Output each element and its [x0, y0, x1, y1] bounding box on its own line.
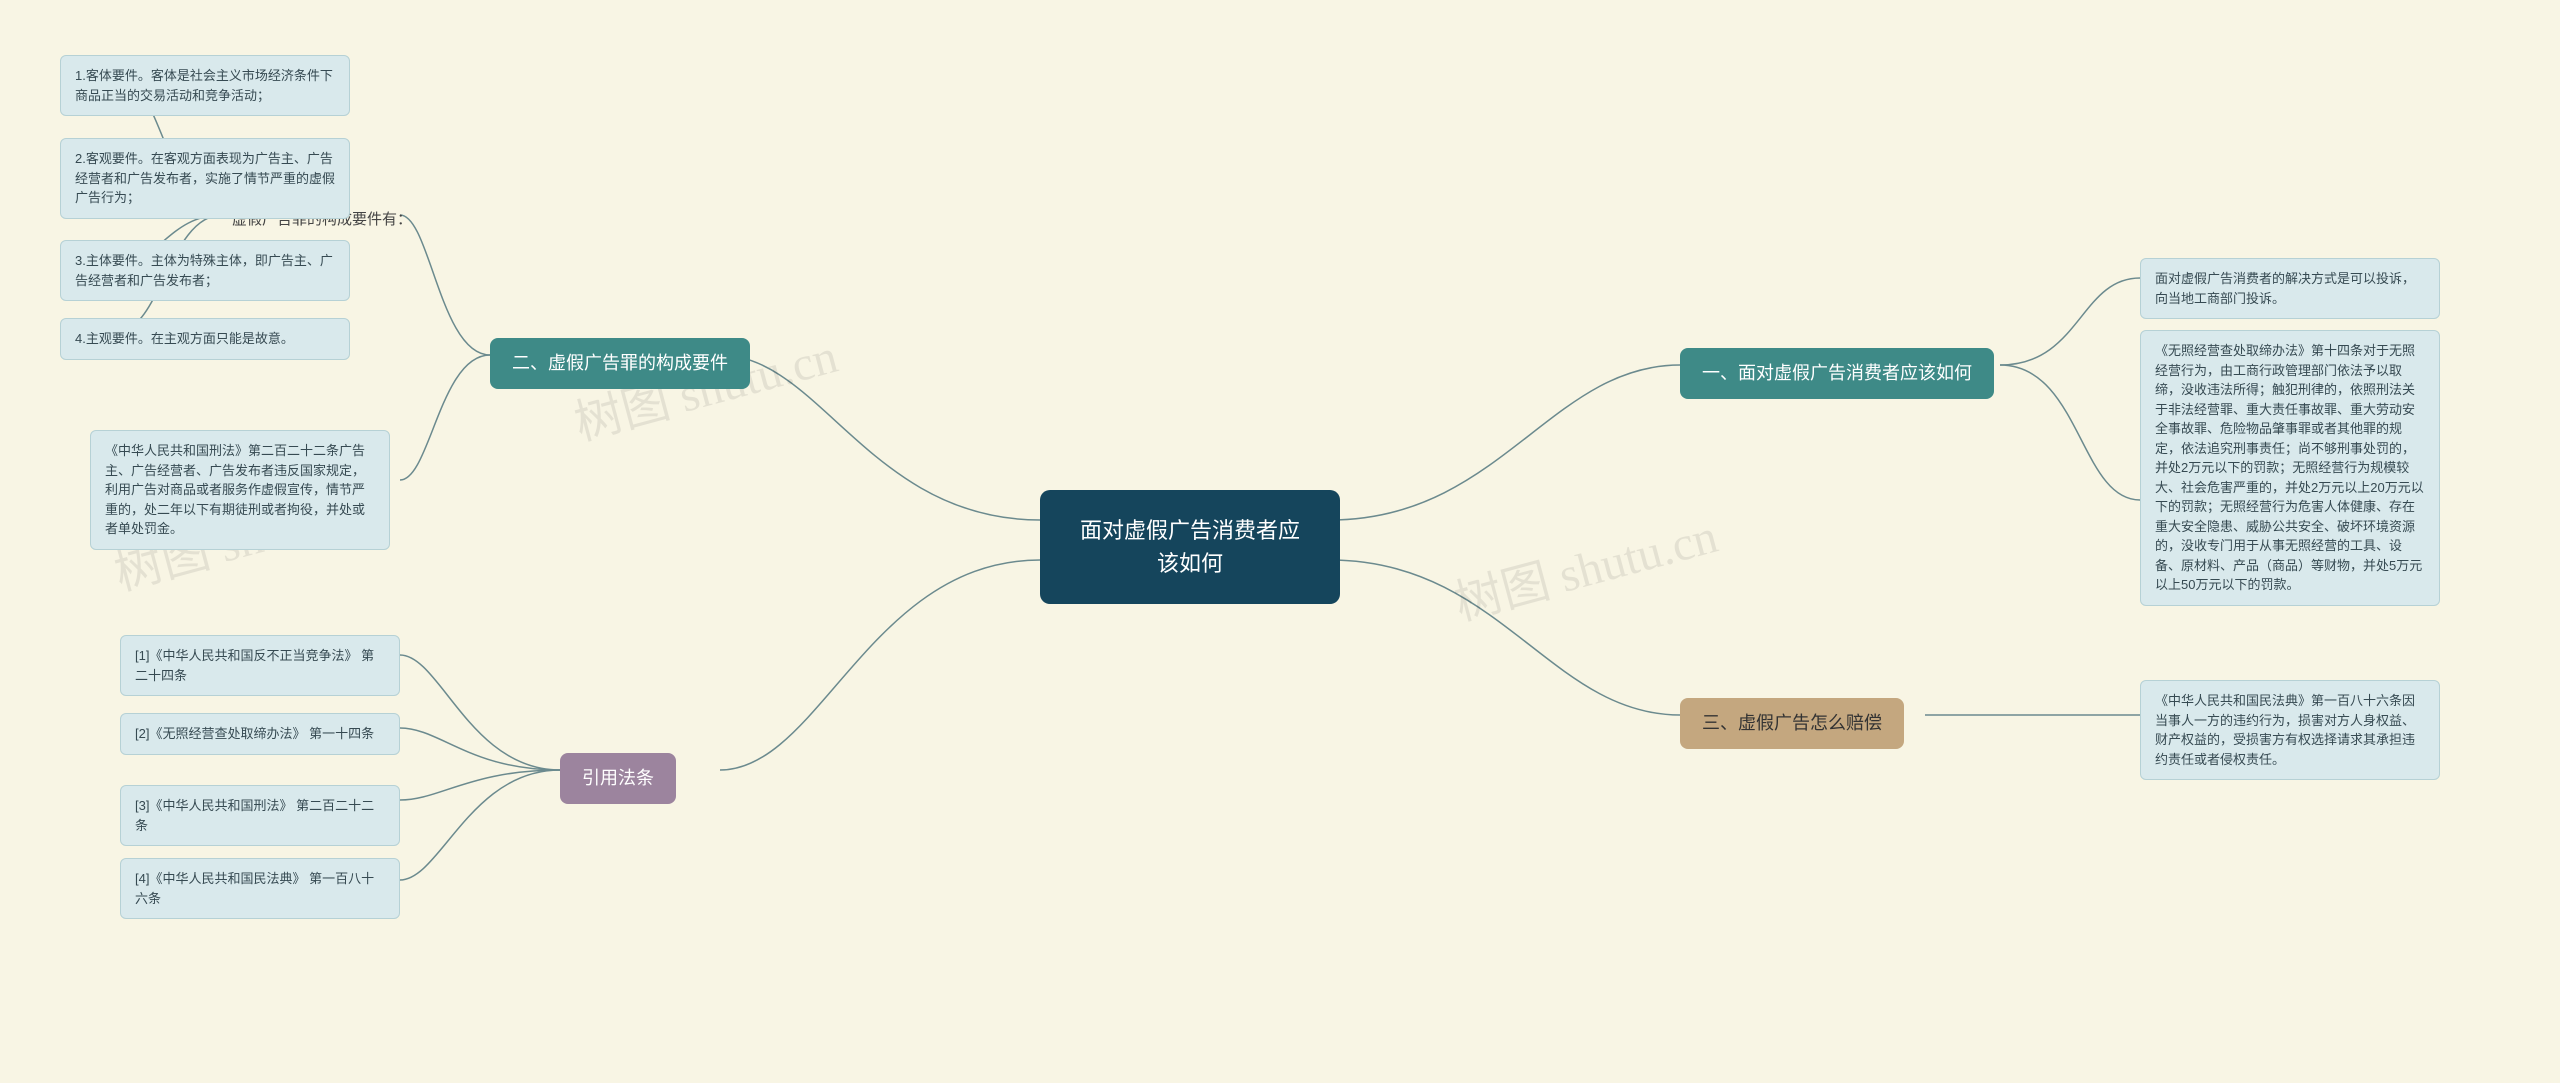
b2-leaf-4: 4.主观要件。在主观方面只能是故意。	[60, 318, 350, 360]
b2-leaf-1: 1.客体要件。客体是社会主义市场经济条件下商品正当的交易活动和竞争活动；	[60, 55, 350, 116]
branch-4[interactable]: 引用法条	[560, 753, 676, 804]
b4-ref-4: [4]《中华人民共和国民法典》 第一百八十六条	[120, 858, 400, 919]
branch-1[interactable]: 一、面对虚假广告消费者应该如何	[1680, 348, 1994, 399]
b2-leaf-2: 2.客观要件。在客观方面表现为广告主、广告经营者和广告发布者，实施了情节严重的虚…	[60, 138, 350, 219]
b2-leaf-extra: 《中华人民共和国刑法》第二百二十二条广告主、广告经营者、广告发布者违反国家规定，…	[90, 430, 390, 550]
b1-leaf-2: 《无照经营查处取缔办法》第十四条对于无照经营行为，由工商行政管理部门依法予以取缔…	[2140, 330, 2440, 606]
root-node[interactable]: 面对虚假广告消费者应该如何	[1040, 490, 1340, 604]
b4-ref-2: [2]《无照经营查处取缔办法》 第一十四条	[120, 713, 400, 755]
watermark: 树图 shutu.cn	[1446, 496, 1724, 633]
b1-leaf-1: 面对虚假广告消费者的解决方式是可以投诉，向当地工商部门投诉。	[2140, 258, 2440, 319]
branch-3[interactable]: 三、虚假广告怎么赔偿	[1680, 698, 1904, 749]
b3-leaf: 《中华人民共和国民法典》第一百八十六条因当事人一方的违约行为，损害对方人身权益、…	[2140, 680, 2440, 780]
branch-2[interactable]: 二、虚假广告罪的构成要件	[490, 338, 750, 389]
b4-ref-1: [1]《中华人民共和国反不正当竞争法》 第二十四条	[120, 635, 400, 696]
b4-ref-3: [3]《中华人民共和国刑法》 第二百二十二条	[120, 785, 400, 846]
b2-leaf-3: 3.主体要件。主体为特殊主体，即广告主、广告经营者和广告发布者；	[60, 240, 350, 301]
